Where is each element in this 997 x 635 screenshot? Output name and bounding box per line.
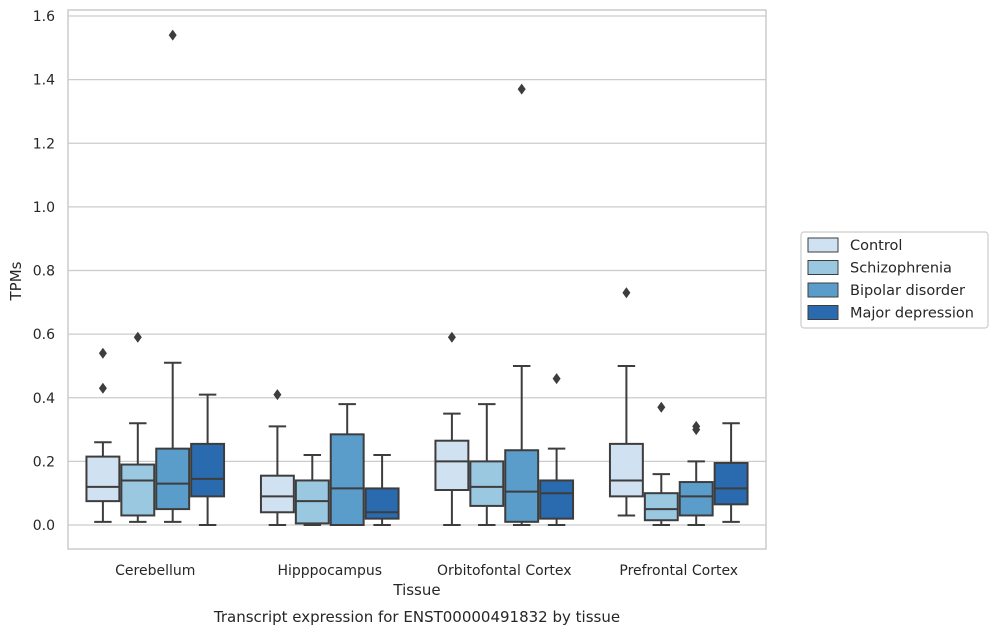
box-body bbox=[259, 474, 295, 514]
x-axis-label: Tissue bbox=[392, 581, 440, 599]
outlier-point bbox=[168, 29, 177, 41]
outlier-point bbox=[133, 331, 142, 343]
legend-label: Major depression bbox=[850, 306, 974, 322]
box-element bbox=[294, 454, 330, 526]
y-tick-label: 0.8 bbox=[33, 264, 55, 280]
box-body bbox=[434, 439, 470, 492]
box-body bbox=[469, 460, 505, 507]
outlier-point bbox=[98, 382, 107, 394]
box-element bbox=[190, 393, 226, 526]
series-bipolar-disorder bbox=[155, 29, 714, 527]
y-tick-label: 1.6 bbox=[33, 9, 55, 25]
box-body bbox=[713, 461, 749, 506]
box-element bbox=[434, 331, 470, 526]
y-tick-label: 0.0 bbox=[33, 518, 55, 534]
legend-label: Bipolar disorder bbox=[850, 283, 965, 299]
outlier-point bbox=[447, 331, 456, 343]
y-tick-label: 0.6 bbox=[33, 327, 55, 343]
legend-swatch bbox=[807, 282, 839, 298]
legend: Control Schizophrenia Bipolar disorder Majo… bbox=[800, 231, 989, 329]
box-element bbox=[539, 373, 575, 526]
box-element bbox=[259, 389, 295, 526]
x-tick-label: Orbitofontal Cortex bbox=[437, 563, 572, 579]
outlier-point bbox=[273, 389, 282, 401]
legend-swatch bbox=[807, 260, 839, 275]
legend-item: Schizophrenia bbox=[807, 260, 952, 277]
series-control bbox=[85, 287, 644, 526]
box-body bbox=[155, 447, 191, 511]
x-tick-label: Hipppocampus bbox=[277, 563, 382, 579]
box-element bbox=[608, 287, 644, 517]
box-element bbox=[504, 83, 540, 526]
outlier-point bbox=[98, 347, 107, 359]
box-body bbox=[364, 487, 400, 520]
box-body bbox=[643, 492, 679, 522]
box-element bbox=[120, 331, 156, 523]
box-body bbox=[608, 442, 644, 498]
outlier-point bbox=[622, 287, 631, 299]
box-series bbox=[85, 29, 749, 527]
legend-swatch bbox=[807, 305, 839, 320]
box-element bbox=[329, 403, 365, 527]
box-element bbox=[643, 401, 679, 526]
legend-swatch bbox=[807, 237, 839, 253]
x-tick-label: Cerebellum bbox=[115, 563, 195, 579]
y-tick-label: 0.2 bbox=[33, 454, 55, 470]
box-body bbox=[329, 433, 365, 527]
y-tick-label: 1.4 bbox=[33, 73, 55, 89]
chart-title: Transcript expression for ENST0000049183… bbox=[213, 608, 620, 626]
box-element bbox=[155, 29, 191, 523]
x-axis-ticks: Cerebellum Hipppocampus Orbitofontal Corte… bbox=[115, 563, 738, 579]
legend-item: Control bbox=[807, 237, 902, 254]
y-axis-label: TPMs bbox=[7, 261, 25, 301]
outlier-point bbox=[517, 83, 526, 95]
plot-frame bbox=[67, 9, 767, 550]
box-body bbox=[504, 449, 540, 523]
outlier-point bbox=[692, 420, 701, 432]
y-axis-ticks: 0.0 0.2 0.4 0.6 0.8 1.0 1.2 1.4 1.6 bbox=[33, 9, 55, 534]
outlier-point bbox=[657, 401, 666, 413]
y-tick-label: 0.4 bbox=[33, 391, 55, 407]
box-element bbox=[678, 420, 714, 526]
box-body bbox=[120, 463, 156, 517]
legend-label: Schizophrenia bbox=[850, 261, 952, 277]
box-body bbox=[539, 479, 575, 520]
legend-frame bbox=[800, 231, 989, 329]
plot-border bbox=[67, 9, 767, 550]
y-tick-label: 1.2 bbox=[33, 136, 55, 152]
outlier-point bbox=[552, 373, 561, 385]
box-element bbox=[364, 454, 400, 526]
series-major-depression bbox=[190, 373, 749, 526]
x-tick-label: Prefrontal Cortex bbox=[619, 563, 738, 579]
box-element bbox=[713, 422, 749, 523]
legend-item: Bipolar disorder bbox=[807, 282, 965, 299]
box-element bbox=[469, 403, 505, 526]
box-body bbox=[678, 481, 714, 517]
legend-item: Major depression bbox=[807, 305, 974, 322]
legend-label: Control bbox=[850, 238, 902, 254]
box-body bbox=[190, 442, 226, 498]
y-tick-label: 1.0 bbox=[33, 200, 55, 216]
series-schizophrenia bbox=[120, 331, 679, 526]
box-body bbox=[85, 455, 121, 503]
box-element bbox=[85, 347, 121, 523]
